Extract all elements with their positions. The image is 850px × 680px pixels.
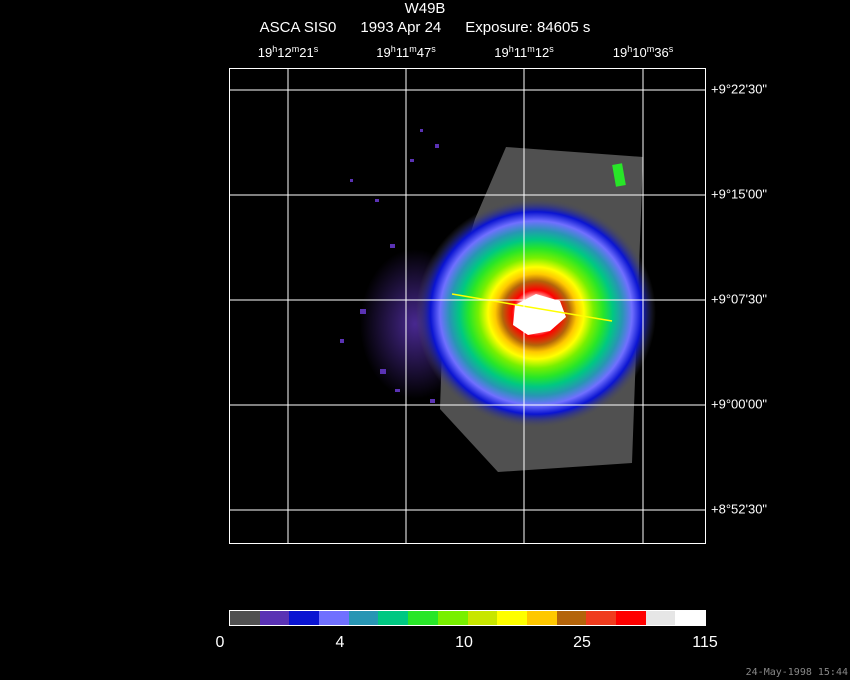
ra-tick-label: 19h11m47s xyxy=(376,44,436,60)
colorbar-label: 4 xyxy=(335,634,345,651)
ra-tick-label: 19h12m21s xyxy=(257,44,319,60)
colorbar-label: 115 xyxy=(692,634,718,651)
colorbar-swatch xyxy=(645,611,676,625)
xray-image xyxy=(230,69,705,543)
colorbar-swatch xyxy=(556,611,587,625)
colorbar-swatch xyxy=(497,611,527,625)
colorbar-swatch xyxy=(230,611,260,625)
colorbar-swatch xyxy=(408,611,438,625)
colorbar-swatch xyxy=(526,611,557,625)
dec-tick-label: +9°22'30" xyxy=(711,81,768,97)
dec-tick-label: +8°52'30" xyxy=(711,501,768,517)
dec-tick-label: +9°15'00" xyxy=(711,186,768,202)
corner-source xyxy=(612,163,626,187)
instrument-label: ASCA SIS0 xyxy=(259,19,337,36)
colorbar-swatch xyxy=(615,611,646,625)
dec-tick-label: +9°07'30" xyxy=(711,291,768,307)
xray-image-panel xyxy=(229,68,706,544)
colorbar-swatch xyxy=(259,611,290,625)
date-label: 1993 Apr 24 xyxy=(360,19,442,36)
colorbar-swatch xyxy=(675,611,705,625)
colorbar-label: 25 xyxy=(573,634,591,651)
dec-tick-label: +9°00'00" xyxy=(711,396,768,412)
image-title: W49B xyxy=(404,0,446,17)
observation-info: ASCA SIS0 1993 Apr 24 Exposure: 84605 s xyxy=(0,19,850,36)
colorbar-swatch xyxy=(378,611,409,625)
colorbar-swatch xyxy=(289,611,320,625)
timestamp: 24-May-1998 15:44 xyxy=(745,667,848,678)
ra-tick-label: 19h10m36s xyxy=(612,44,674,60)
coordinate-grid xyxy=(230,69,705,543)
colorbar-swatch xyxy=(467,611,498,625)
colorbar-swatch xyxy=(348,611,379,625)
bright-core xyxy=(513,294,566,335)
colorbar-swatch xyxy=(586,611,616,625)
cal-streak xyxy=(451,293,613,322)
colorbar-label: 0 xyxy=(215,634,225,651)
colorbar-label: 10 xyxy=(455,634,473,651)
exposure-label: Exposure: 84605 s xyxy=(465,19,591,36)
colorbar-swatch xyxy=(437,611,468,625)
colorbar-swatch xyxy=(319,611,349,625)
ra-tick-label: 19h11m12s xyxy=(494,44,554,60)
colorbar xyxy=(229,610,706,626)
